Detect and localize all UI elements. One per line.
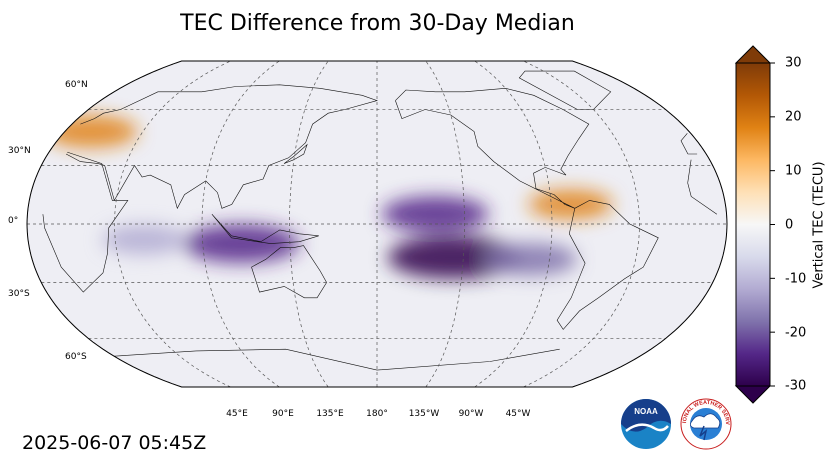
lon-label-90e: 90°E (272, 409, 294, 419)
colorbar-tick-20: 20 (785, 109, 802, 125)
lat-label-30n: 30°N (8, 146, 31, 156)
tec-anomaly-layer (44, 115, 613, 279)
lon-label-135e: 135°E (316, 409, 344, 419)
noaa-logo: NOAA (621, 399, 671, 449)
lat-label-60n: 60°N (65, 80, 88, 90)
colorbar-tick-30: 30 (785, 55, 802, 71)
colorbar (734, 45, 775, 404)
coastline-1 (42, 151, 718, 293)
colorbar-label: Vertical TEC (TECU) (811, 161, 827, 289)
colorbar-tick-10: 10 (785, 163, 802, 179)
meridian-line (289, 61, 329, 387)
meridian-line (474, 61, 553, 387)
meridian-line (425, 61, 465, 387)
coastline-6 (211, 213, 319, 244)
globe-outline (26, 60, 728, 388)
chart-title: TEC Difference from 30-Day Median (180, 11, 575, 36)
coastline-8 (113, 348, 560, 371)
map-area (26, 60, 728, 388)
indian-ocean-minimum (102, 224, 187, 255)
coastline-0 (65, 84, 698, 210)
lon-label-135w: 135°W (408, 409, 440, 419)
central-pacific-north-minimum (382, 196, 489, 233)
central-pacific-south-minimum (387, 235, 520, 279)
lon-label-90w: 90°W (458, 409, 484, 419)
coastlines (42, 70, 718, 371)
lon-label-45e: 45°E (226, 409, 248, 419)
colorbar-tick-neg10: -10 (785, 271, 807, 287)
meridian-line (201, 61, 280, 387)
colorbar-gradient (736, 63, 770, 386)
colorbar-max-extension (734, 45, 772, 64)
lon-label-180: 180° (366, 409, 388, 419)
indonesia-australia-minimum (183, 224, 300, 263)
colorbar-tick-neg30: -30 (785, 378, 807, 394)
colorbar-min-extension (734, 385, 772, 404)
coastline-2 (251, 245, 327, 299)
central-america-maximum (528, 189, 613, 220)
colorbar-tick-0: 0 (785, 217, 794, 233)
lat-label-60s: 60°S (65, 352, 87, 362)
meridian-line (114, 61, 231, 387)
south-american-west-minimum (483, 243, 578, 276)
lon-label-45w: 45°W (505, 409, 531, 419)
coastline-4 (556, 200, 659, 330)
lat-label-30s: 30°S (8, 289, 30, 299)
meridian-line (523, 61, 640, 387)
lat-label-0: 0° (8, 216, 19, 226)
coastline-3 (395, 87, 590, 209)
colorbar-tick-neg20: -20 (785, 325, 807, 341)
svg-text:NOAA: NOAA (634, 407, 658, 416)
coastline-7 (283, 143, 308, 164)
timestamp: 2025-06-07 05:45Z (22, 432, 207, 454)
